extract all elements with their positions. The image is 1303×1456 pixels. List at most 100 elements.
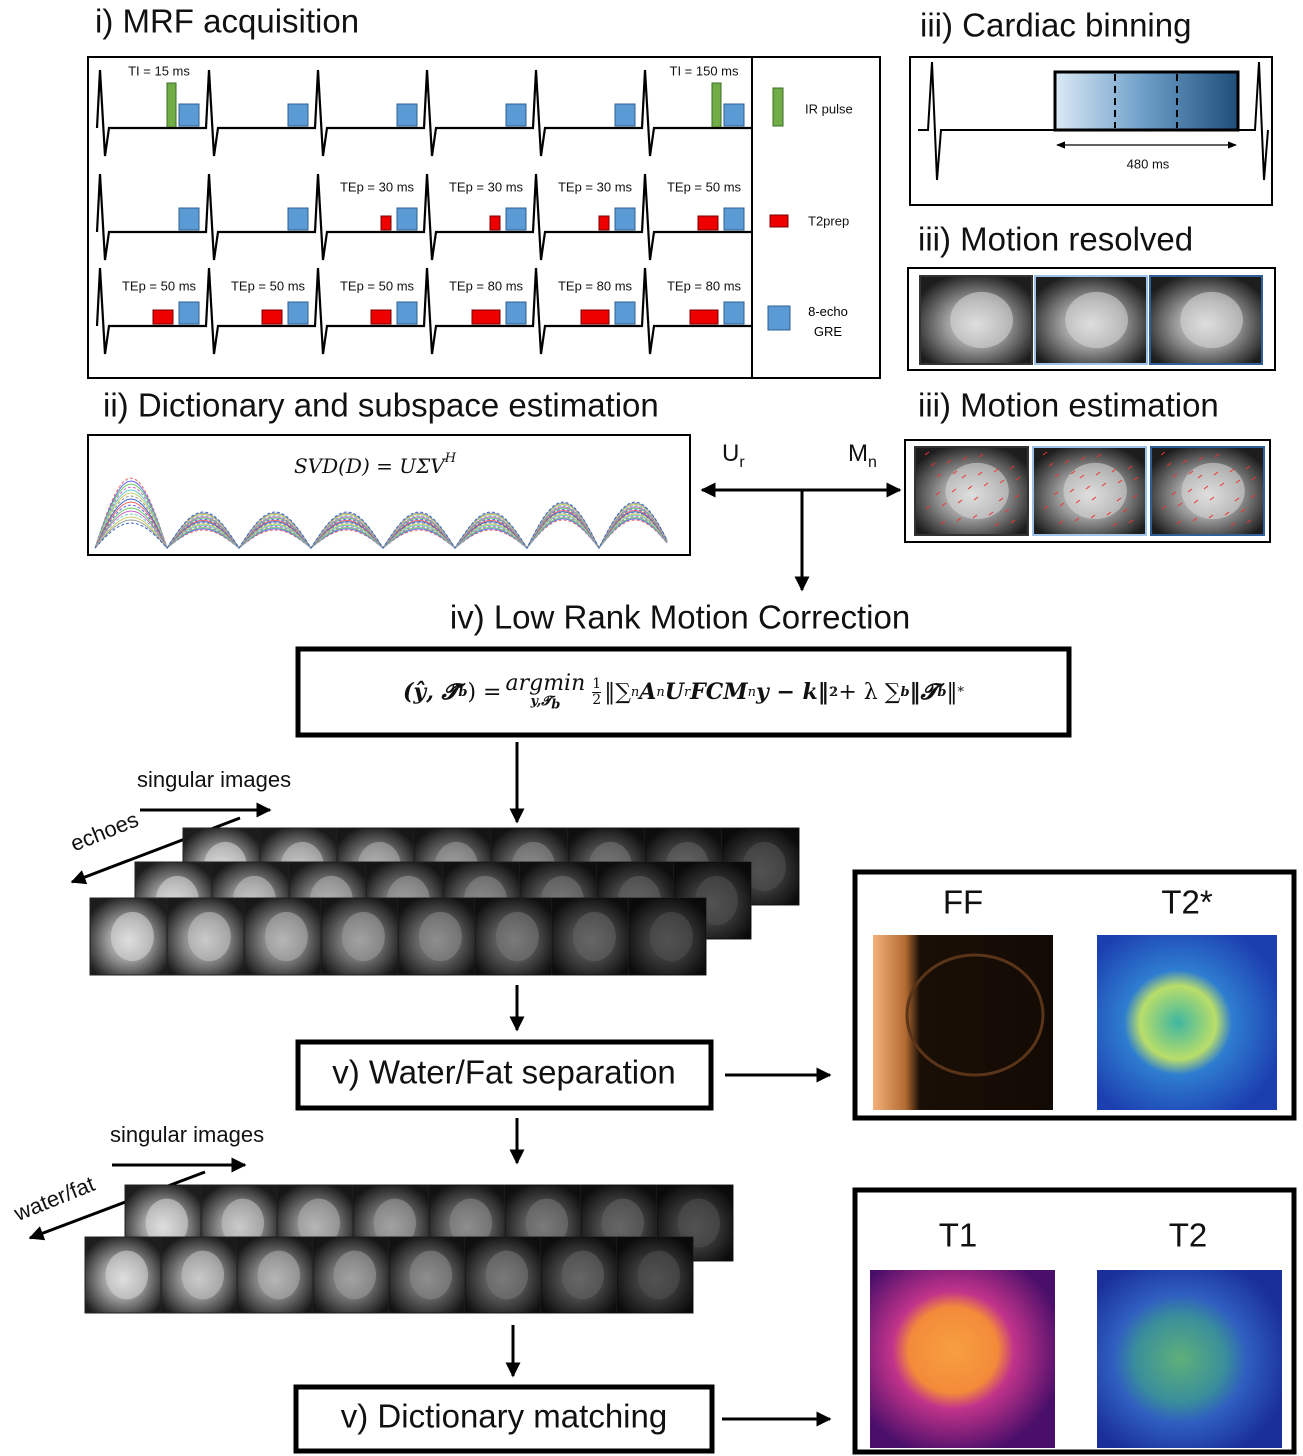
image-shade [398, 898, 475, 975]
gre-block [179, 302, 199, 324]
cell-label: TEp = 50 ms [667, 179, 742, 194]
gre-block [724, 302, 744, 324]
formula-sub: b [900, 685, 909, 700]
image-shade [629, 898, 706, 975]
motion-estimation-images [915, 447, 1264, 535]
t2star-map [1097, 935, 1277, 1110]
formula-part: U [665, 679, 684, 705]
image-shade [313, 1237, 389, 1313]
svd-sup: H [444, 451, 457, 466]
svd-text: SVD(D) = UΣV [294, 454, 447, 478]
gre-block [397, 302, 417, 324]
map-title: T1 [939, 1217, 978, 1254]
cell-label: TEp = 50 ms [231, 278, 306, 293]
gre-block [506, 302, 526, 324]
cell-label: TEp = 30 ms [449, 179, 524, 194]
formula-part: FCM [690, 679, 747, 705]
formula-sub: b [551, 697, 560, 712]
cell-label: TEp = 80 ms [667, 278, 742, 293]
legend-label: IR pulse [805, 101, 853, 116]
t2prep [371, 310, 391, 324]
image-structure [106, 1251, 149, 1300]
image-shade [465, 1237, 541, 1313]
gre-block [397, 208, 417, 230]
map-title: T2 [1169, 1217, 1208, 1254]
t2prep [472, 310, 500, 324]
diagram: i) MRF acquisition TI = 15 msTI = 150 ms… [0, 0, 1303, 1456]
gre-block [615, 104, 635, 126]
image-shade [321, 898, 398, 975]
label-sub: n [868, 454, 877, 471]
gre-block [615, 302, 635, 324]
image-structure [1065, 292, 1128, 348]
gre-block [288, 208, 308, 230]
t2prep [262, 310, 282, 324]
gre-block [179, 104, 199, 126]
cell-label: TEp = 50 ms [340, 278, 415, 293]
image-structure [946, 463, 1009, 519]
formula-sub: n [748, 685, 756, 700]
axis-label: echoes [67, 807, 142, 857]
axis-label: singular images [137, 767, 291, 792]
connector-label: Ur [722, 440, 745, 471]
formula-part: ‖𝓣 [910, 679, 938, 705]
connector-label: Mn [848, 440, 877, 471]
window-label: 480 ms [1127, 156, 1170, 171]
t2prep [153, 310, 173, 324]
t2prep [690, 310, 718, 324]
map-title: T2* [1161, 884, 1213, 921]
argmin: argminy,𝓣b [505, 673, 585, 712]
formula-part: (ŷ, 𝓣̂ [403, 679, 458, 705]
legend-wrap: 8-echo GRE [800, 302, 856, 346]
legend-ir [773, 88, 783, 126]
panel-title: i) MRF acquisition [95, 3, 359, 40]
formula: (ŷ, 𝓣̂b) = argminy,𝓣b 12 ‖∑nAnUrFCMny − … [300, 651, 1067, 733]
image-shade [237, 1237, 313, 1313]
image-shade [552, 898, 629, 975]
t1-map [870, 1270, 1055, 1448]
formula-part: ‖ [946, 680, 957, 705]
t2prep [698, 216, 718, 230]
label: M [848, 440, 868, 467]
formula-part: y − k‖ [756, 679, 829, 705]
formula-part: 1 [592, 677, 601, 693]
gre-block [397, 104, 417, 126]
cell-label: TEp = 50 ms [122, 278, 197, 293]
body: {"acquisition": {"title": "i) MRF acquis… [0, 0, 1303, 1456]
formula-sup: 2 [830, 685, 838, 700]
t2-map [1097, 1270, 1282, 1448]
formula-sub: b [937, 685, 946, 700]
gre-block [179, 208, 199, 230]
label: U [722, 440, 739, 467]
panel-title: iii) Cardiac binning [920, 7, 1191, 44]
cell-label: TEp = 30 ms [340, 179, 415, 194]
ff-map [873, 935, 1053, 1110]
formula-under: y,𝓣b [530, 695, 560, 712]
gre-block [724, 104, 744, 126]
cell-label: TEp = 80 ms [558, 278, 633, 293]
gre-block [724, 208, 744, 230]
motion-resolved-images [920, 276, 1262, 364]
formula-part: ) = [467, 680, 501, 705]
image-shade [167, 898, 244, 975]
formula-part: + λ ∑ [838, 680, 900, 705]
water-fat-images [85, 1185, 733, 1313]
legend-t2prep [770, 215, 788, 227]
formula-part: ‖∑ [604, 680, 631, 705]
ir-pulse [712, 83, 721, 128]
formula-part: A [639, 679, 656, 705]
echo-images [90, 828, 799, 975]
formula-part: argmin [505, 673, 585, 695]
panel-title: ii) Dictionary and subspace estimation [103, 387, 659, 424]
image-shade [617, 1237, 693, 1313]
image-structure [950, 292, 1013, 348]
cell-label: TEp = 80 ms [449, 278, 524, 293]
gre-block [288, 302, 308, 324]
legend-gre [768, 306, 790, 330]
map-title: FF [943, 884, 983, 921]
formula-part: y,𝓣 [530, 694, 551, 709]
image-shade [541, 1237, 617, 1313]
image-structure [1064, 463, 1127, 519]
t2prep [381, 216, 391, 230]
